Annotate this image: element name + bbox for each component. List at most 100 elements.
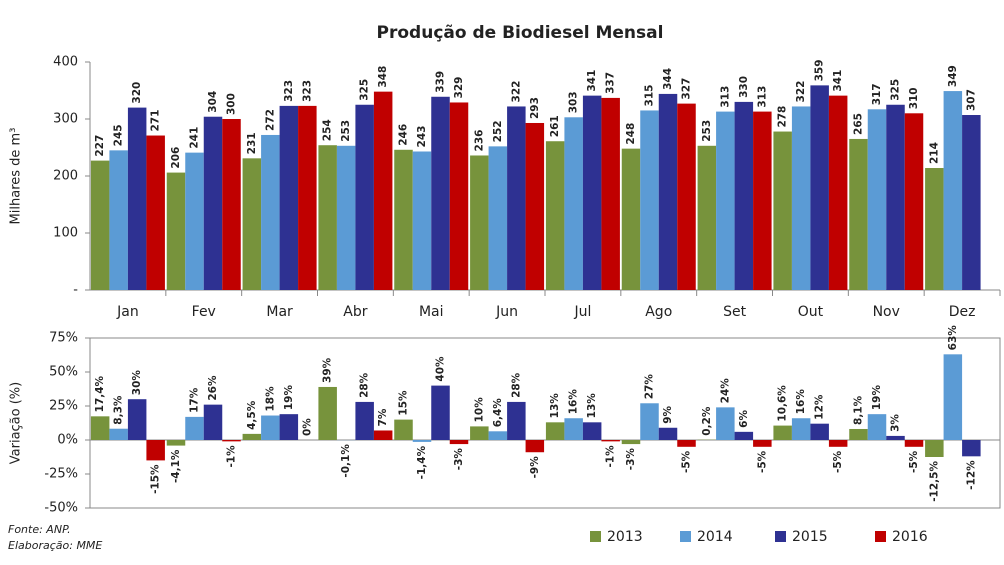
value-label: 341: [832, 70, 844, 92]
legend-swatch: [775, 531, 786, 542]
y-tick-label: 0%: [57, 433, 78, 448]
x-tick-label: Ago: [645, 304, 672, 320]
value-label: 13%: [549, 393, 561, 419]
bar: [828, 440, 848, 447]
bar: [867, 414, 887, 440]
bar: [222, 440, 241, 442]
bar: [488, 431, 508, 440]
bar: [127, 399, 147, 440]
bar: [90, 416, 110, 440]
bar: [925, 168, 944, 290]
bar: [734, 101, 754, 291]
bar: [582, 422, 602, 440]
value-label: 12%: [814, 394, 826, 420]
value-label: 6%: [738, 410, 750, 428]
legend-swatch: [680, 531, 691, 542]
bar: [431, 96, 450, 291]
x-tick-label: Mai: [419, 304, 444, 320]
bar: [109, 428, 128, 440]
bar: [166, 440, 186, 446]
legend-label: 2015: [792, 529, 828, 545]
value-label: 307: [965, 89, 977, 111]
value-label: -15%: [150, 464, 162, 494]
bar: [412, 151, 432, 290]
bar: [261, 415, 280, 440]
y-axis-title: Milhares de m³: [9, 128, 24, 225]
bar: [242, 433, 262, 440]
bar: [904, 113, 924, 290]
value-label: 325: [890, 79, 902, 101]
value-label: 27%: [644, 374, 656, 400]
value-label: 19%: [283, 385, 295, 411]
value-label: 329: [453, 77, 465, 99]
bar: [203, 404, 223, 440]
legend-swatch: [875, 531, 886, 542]
bar: [488, 146, 508, 290]
bar: [677, 440, 696, 447]
bar: [677, 103, 696, 290]
value-label: 245: [113, 124, 125, 146]
value-label: 19%: [871, 385, 883, 411]
x-tick-label: Out: [798, 304, 824, 320]
value-label: 3%: [890, 414, 902, 432]
bar: [525, 440, 545, 453]
y-tick-label: 50%: [49, 365, 78, 380]
value-label: 313: [719, 86, 731, 108]
bar: [355, 401, 374, 440]
value-label: 26%: [207, 375, 219, 401]
value-label: -5%: [681, 450, 693, 473]
value-label: 313: [756, 86, 768, 108]
value-label: 323: [301, 80, 313, 102]
bar: [697, 145, 717, 290]
bar: [753, 440, 772, 447]
value-label: 252: [492, 120, 504, 142]
value-label: 272: [264, 109, 276, 131]
value-label: -12%: [965, 460, 977, 490]
value-label: 327: [681, 78, 693, 100]
source-note: Elaboração: MME: [8, 539, 102, 552]
value-label: 206: [170, 147, 182, 169]
value-label: 16%: [568, 389, 580, 415]
bar: [412, 440, 432, 442]
value-label: 243: [416, 126, 428, 148]
bar: [640, 403, 659, 440]
bar: [545, 141, 565, 290]
bar: [925, 440, 944, 457]
bar: [734, 431, 754, 440]
bar: [470, 155, 489, 290]
bar: [601, 97, 620, 290]
value-label: -1%: [605, 445, 617, 468]
x-tick-label: Abr: [343, 304, 367, 320]
value-label: 231: [246, 132, 258, 154]
bar: [242, 158, 262, 290]
value-label: -1%: [226, 445, 238, 468]
value-label: 18%: [264, 386, 276, 412]
value-label: -3%: [625, 448, 637, 471]
bar: [943, 91, 963, 290]
value-label: 0,2%: [701, 406, 713, 436]
bar: [127, 107, 147, 290]
value-label: 28%: [510, 372, 522, 398]
value-label: -5%: [908, 450, 920, 473]
value-label: 24%: [719, 378, 731, 404]
bar: [146, 135, 165, 290]
value-label: 17%: [189, 387, 201, 413]
value-label: -5%: [832, 450, 844, 473]
bar: [185, 416, 204, 440]
bar: [886, 104, 905, 290]
bar: [355, 104, 374, 290]
value-label: 323: [283, 80, 295, 102]
bar: [203, 116, 223, 290]
bar: [261, 134, 280, 290]
value-label: 6,4%: [492, 398, 504, 428]
legend-swatch: [590, 531, 601, 542]
bar: [828, 95, 848, 290]
value-label: 315: [644, 85, 656, 107]
value-label: 28%: [359, 372, 371, 398]
value-label: 9%: [662, 405, 674, 423]
value-label: 63%: [947, 325, 959, 351]
chart-title: Produção de Biodiesel Mensal: [377, 23, 664, 43]
y-tick-label: 75%: [49, 331, 78, 346]
bar: [298, 105, 317, 290]
